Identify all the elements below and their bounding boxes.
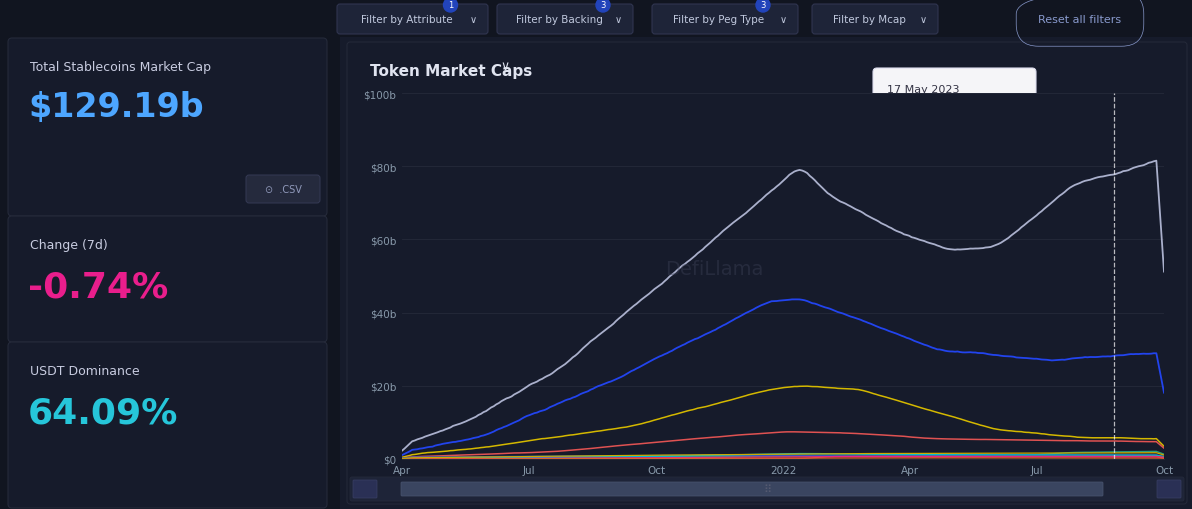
Text: 3: 3 xyxy=(760,2,765,11)
Text: Reset all filters: Reset all filters xyxy=(1038,15,1122,25)
Text: $82.915b: $82.915b xyxy=(979,96,1026,106)
FancyBboxPatch shape xyxy=(1157,480,1181,498)
Text: $286.046m: $286.046m xyxy=(969,280,1026,290)
FancyBboxPatch shape xyxy=(812,5,938,35)
Circle shape xyxy=(884,239,894,249)
Text: BUSD: BUSD xyxy=(898,137,926,147)
Circle shape xyxy=(884,198,894,208)
Text: USDP: USDP xyxy=(898,198,925,208)
Text: Filter by Peg Type: Filter by Peg Type xyxy=(673,15,764,25)
Text: USDT Dominance: USDT Dominance xyxy=(30,364,139,377)
Circle shape xyxy=(756,0,770,13)
Text: 17 May 2023: 17 May 2023 xyxy=(887,85,960,95)
Text: DAI: DAI xyxy=(898,157,915,167)
FancyBboxPatch shape xyxy=(873,69,1036,331)
Text: ∨: ∨ xyxy=(470,15,477,25)
Text: $129.19b: $129.19b xyxy=(27,91,204,124)
Bar xyxy=(0,0,1192,38)
Text: ⊙  .CSV: ⊙ .CSV xyxy=(265,185,302,194)
FancyBboxPatch shape xyxy=(8,39,327,216)
Text: $578.642m: $578.642m xyxy=(969,260,1026,269)
Text: $2.087b: $2.087b xyxy=(985,178,1026,188)
Bar xyxy=(0,38,335,509)
Text: Token Market Caps: Token Market Caps xyxy=(370,64,533,79)
Bar xyxy=(340,38,1192,509)
Text: $1.002b: $1.002b xyxy=(985,218,1026,229)
Circle shape xyxy=(884,260,894,269)
Text: Others: Others xyxy=(898,300,931,310)
Text: USDD: USDD xyxy=(898,239,927,249)
Circle shape xyxy=(884,178,894,188)
Text: $1.703b: $1.703b xyxy=(985,300,1026,310)
Text: USDC: USDC xyxy=(898,116,926,126)
Circle shape xyxy=(884,116,894,126)
Text: $4.669b: $4.669b xyxy=(985,157,1026,167)
Text: LUSD: LUSD xyxy=(898,280,924,290)
FancyBboxPatch shape xyxy=(8,343,327,508)
Text: $736.986m: $736.986m xyxy=(969,239,1026,249)
FancyBboxPatch shape xyxy=(497,5,633,35)
Text: 1: 1 xyxy=(448,2,453,11)
Text: USDT: USDT xyxy=(898,96,925,106)
Text: TUSD: TUSD xyxy=(898,178,925,188)
Text: Change (7d): Change (7d) xyxy=(30,239,107,251)
Text: FRAX: FRAX xyxy=(898,218,924,229)
Circle shape xyxy=(884,96,894,106)
FancyBboxPatch shape xyxy=(353,480,377,498)
Text: DefiLlama: DefiLlama xyxy=(665,260,764,278)
Text: ∨: ∨ xyxy=(780,15,787,25)
Circle shape xyxy=(596,0,610,13)
Text: 64.09%: 64.09% xyxy=(27,396,179,430)
Text: $5.572b: $5.572b xyxy=(985,137,1026,147)
Text: -0.74%: -0.74% xyxy=(27,270,168,304)
FancyBboxPatch shape xyxy=(652,5,797,35)
Text: ⠿: ⠿ xyxy=(763,484,771,494)
FancyBboxPatch shape xyxy=(350,477,1184,501)
Text: $29.545b: $29.545b xyxy=(979,116,1026,126)
FancyBboxPatch shape xyxy=(337,5,488,35)
Text: ∨: ∨ xyxy=(919,15,926,25)
FancyBboxPatch shape xyxy=(246,176,319,204)
Text: Filter by Attribute: Filter by Attribute xyxy=(361,15,452,25)
Text: Filter by Backing: Filter by Backing xyxy=(516,15,602,25)
Text: $1.061b: $1.061b xyxy=(985,198,1026,208)
Text: GUSD: GUSD xyxy=(898,260,927,269)
Circle shape xyxy=(443,0,458,13)
Text: ∨: ∨ xyxy=(614,15,621,25)
Circle shape xyxy=(884,157,894,167)
FancyBboxPatch shape xyxy=(8,216,327,343)
Text: 3: 3 xyxy=(601,2,606,11)
FancyBboxPatch shape xyxy=(401,482,1103,496)
Text: ∨: ∨ xyxy=(499,60,509,73)
Circle shape xyxy=(884,300,894,310)
Circle shape xyxy=(884,137,894,147)
Circle shape xyxy=(884,280,894,290)
Text: Total Stablecoins Market Cap: Total Stablecoins Market Cap xyxy=(30,61,211,74)
Circle shape xyxy=(884,218,894,229)
FancyBboxPatch shape xyxy=(347,43,1187,504)
Text: Filter by Mcap: Filter by Mcap xyxy=(832,15,906,25)
